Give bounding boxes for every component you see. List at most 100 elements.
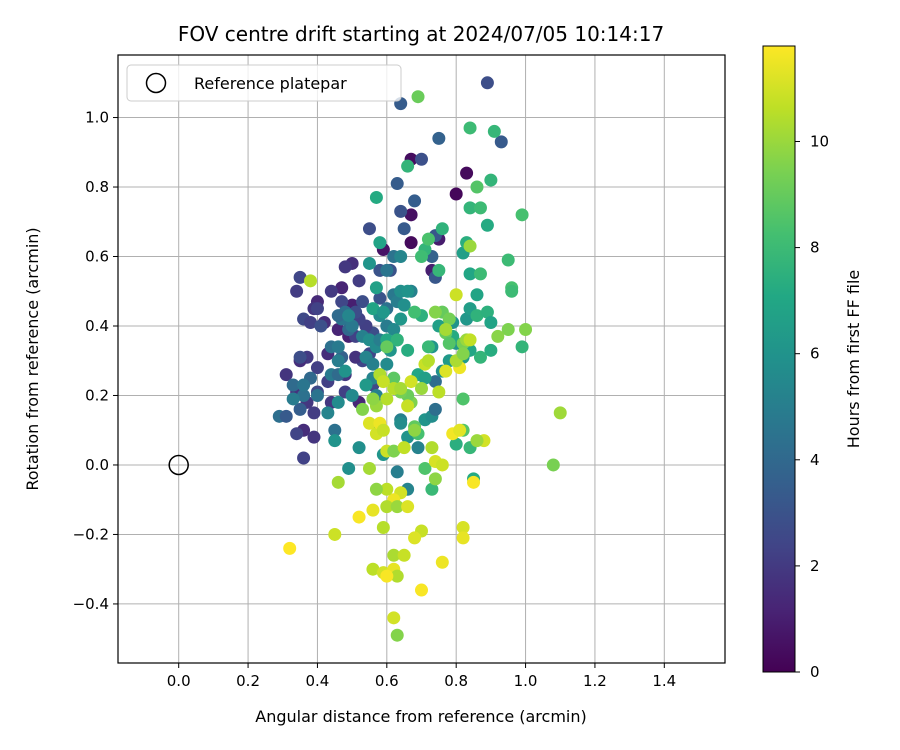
data-point xyxy=(293,402,307,416)
data-point xyxy=(331,322,345,336)
data-point xyxy=(456,347,470,361)
data-point xyxy=(310,302,324,316)
data-point xyxy=(279,409,293,423)
data-point xyxy=(470,288,484,302)
data-point xyxy=(428,375,442,389)
data-point xyxy=(418,461,432,475)
data-point xyxy=(394,250,408,264)
data-point xyxy=(494,135,508,149)
data-point xyxy=(421,354,435,368)
data-point xyxy=(432,263,446,277)
data-point xyxy=(376,423,390,437)
data-point xyxy=(390,177,404,191)
colorbar-bar xyxy=(762,45,796,673)
data-point xyxy=(470,180,484,194)
data-point xyxy=(390,569,404,583)
data-point xyxy=(415,152,428,166)
data-point xyxy=(331,340,345,354)
y-axis-ticks: −0.4 −0.2 0.0 0.2 0.4 0.6 0.8 1.0 xyxy=(73,109,118,613)
x-axis-label: Angular distance from reference (arcmin) xyxy=(255,707,586,726)
data-point xyxy=(356,295,370,309)
data-point xyxy=(394,204,408,218)
data-point xyxy=(390,465,404,479)
data-point xyxy=(366,503,380,517)
data-point xyxy=(463,333,477,347)
data-point xyxy=(401,343,415,357)
data-point xyxy=(449,437,463,451)
y-tick-label: 1.0 xyxy=(85,109,109,127)
data-point xyxy=(366,357,380,371)
data-point xyxy=(501,322,515,336)
data-point xyxy=(456,392,470,406)
data-point xyxy=(290,427,304,441)
data-point xyxy=(376,305,390,319)
data-point xyxy=(342,461,356,475)
data-point xyxy=(425,482,439,496)
data-point xyxy=(293,270,307,284)
data-point xyxy=(473,267,487,281)
data-point xyxy=(442,312,456,326)
data-point xyxy=(456,521,470,535)
data-point xyxy=(501,253,515,267)
data-point xyxy=(480,305,494,319)
data-point xyxy=(362,256,376,270)
data-point xyxy=(421,340,435,354)
data-point xyxy=(411,441,425,455)
data-point xyxy=(473,201,487,215)
data-point xyxy=(428,472,442,486)
data-point xyxy=(290,284,304,298)
colorbar-tick-label: 2 xyxy=(810,557,820,575)
data-point xyxy=(387,322,401,336)
data-point xyxy=(304,316,318,330)
data-point xyxy=(376,375,390,389)
data-point xyxy=(439,364,453,378)
data-point xyxy=(380,263,394,277)
data-point xyxy=(286,392,300,406)
data-point xyxy=(356,402,370,416)
data-point xyxy=(314,319,328,333)
data-point xyxy=(401,399,415,413)
data-point xyxy=(366,562,380,576)
data-point xyxy=(505,284,519,298)
data-point xyxy=(380,569,394,583)
data-point xyxy=(428,402,442,416)
data-point xyxy=(380,357,394,371)
data-point xyxy=(411,90,425,104)
data-point xyxy=(463,267,477,281)
data-point xyxy=(484,316,498,330)
data-point xyxy=(362,222,376,236)
data-point xyxy=(328,527,342,541)
legend: Reference platepar xyxy=(126,64,402,102)
data-point xyxy=(515,340,529,354)
data-point xyxy=(279,368,293,382)
data-point xyxy=(401,500,415,514)
legend-marker xyxy=(145,72,167,94)
data-point xyxy=(415,382,428,396)
data-point xyxy=(331,475,345,489)
data-point xyxy=(421,232,435,246)
data-point xyxy=(331,395,345,409)
data-point xyxy=(335,281,349,295)
data-point xyxy=(394,312,408,326)
data-point xyxy=(338,260,352,274)
plot-frame xyxy=(117,54,726,664)
data-point xyxy=(324,284,338,298)
data-point xyxy=(366,302,380,316)
data-point xyxy=(366,392,380,406)
data-point xyxy=(380,340,394,354)
data-point xyxy=(369,482,383,496)
data-point xyxy=(394,416,408,430)
data-point xyxy=(480,218,494,232)
data-point xyxy=(553,406,567,420)
y-tick-label: −0.2 xyxy=(73,525,109,543)
data-point xyxy=(415,583,428,597)
data-point xyxy=(401,159,415,173)
data-point xyxy=(297,451,311,465)
data-point xyxy=(397,222,411,236)
data-point xyxy=(362,416,376,430)
data-point xyxy=(453,423,467,437)
scatter-points xyxy=(272,76,567,642)
x-tick-label: 0.6 xyxy=(375,672,399,690)
data-point xyxy=(397,441,411,455)
data-point xyxy=(425,441,439,455)
